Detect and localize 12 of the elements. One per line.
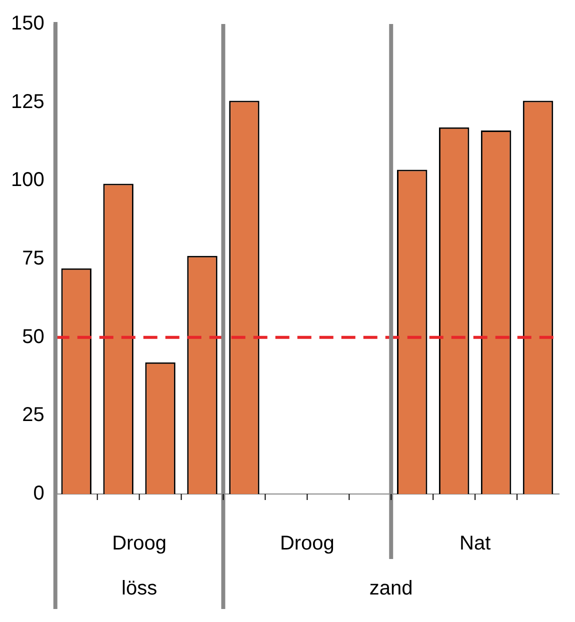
y-tick-label: 50 (22, 326, 44, 348)
text: Nat (460, 532, 492, 555)
text: löss (122, 578, 158, 600)
y-tick-label: 25 (22, 404, 44, 426)
text: Droog (280, 532, 334, 555)
y-tick-label: 0 (33, 482, 44, 505)
y-tick-label: 75 (22, 248, 44, 270)
text: zand (369, 578, 413, 600)
y-tick-label: 125 (10, 90, 44, 113)
y-tick-label: 100 (10, 169, 44, 192)
text: Droog (112, 532, 167, 555)
y-tick-label: 150 (10, 12, 44, 35)
